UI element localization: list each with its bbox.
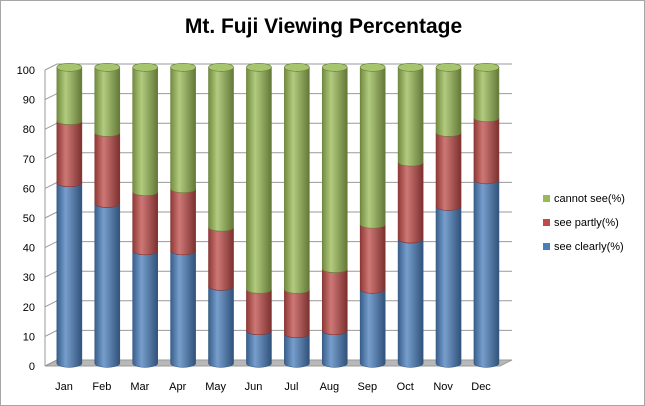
legend-label: cannot see(%) [554,193,625,205]
legend-label: see partly(%) [554,217,619,229]
bar-cap [473,63,500,72]
gridline [44,63,512,71]
bar-segment [132,67,158,196]
y-tick-label: 70 [23,154,35,166]
x-tick-label: Sep [358,381,378,393]
bar-segment [94,132,121,208]
y-tick-label: 10 [23,331,35,343]
bar-cap [56,63,83,72]
legend-swatch [543,243,550,250]
bar-segment [397,161,424,244]
bar-segment [246,330,272,368]
y-tick-label: 20 [23,302,35,314]
bar-cap [246,63,272,72]
x-tick-label: Apr [169,381,186,393]
bar-segment [56,67,83,125]
bar-segment [208,227,234,291]
y-tick-label: 60 [23,183,35,195]
bar-segment [321,67,348,273]
y-tick-label: 50 [23,213,35,225]
x-tick-label: Dec [471,381,491,393]
bar-cap [132,63,158,72]
x-tick-label: Feb [92,381,111,393]
bar-segment [473,117,500,185]
bar-cap [284,63,310,72]
x-tick-label: Aug [320,381,340,393]
bar-segment [359,67,386,229]
bar-segment [359,224,386,294]
x-tick-label: Oct [397,381,414,393]
bar-cap [208,63,234,72]
bar-cap [397,63,424,72]
y-tick-label: 40 [23,243,35,255]
y-tick-label: 0 [29,361,35,373]
x-tick-label: Jun [245,381,263,393]
y-tick-label: 80 [23,124,35,136]
bar-segment [435,67,462,137]
bar-segment [321,268,348,336]
x-tick-label: May [205,381,226,393]
bar-segment [435,132,462,211]
legend-swatch [543,195,550,202]
bar-segment [284,67,310,294]
y-tick-label: 30 [23,272,35,284]
legend-label: see clearly(%) [554,241,624,253]
bar-segment [170,67,196,193]
bar-segment [284,289,310,338]
bar-segment [473,67,500,122]
bar-segment [397,238,424,368]
bar-segment [208,67,234,232]
bar-segment [284,333,310,368]
chart-title: Mt. Fuji Viewing Percentage [184,15,463,38]
legend-swatch [543,219,550,226]
bar-segment [359,289,386,368]
x-tick-label: Nov [433,381,453,393]
x-tick-label: Mar [130,381,149,393]
bar-segment [170,250,196,368]
bar-cap [170,63,196,72]
bar-segment [321,330,348,368]
bar-segment [94,203,121,368]
bar-segment [435,206,462,368]
bar-cap [359,63,386,72]
bar-segment [94,67,121,137]
bar-cap [94,63,121,72]
bar-segment [132,191,158,256]
bar-segment [473,179,500,368]
bar-cap [435,63,462,72]
bar-segment [397,67,424,167]
bar-segment [56,120,83,188]
bar-segment [132,250,158,368]
bar-segment [246,289,272,336]
bar-segment [208,286,234,368]
x-tick-label: Jul [284,381,298,393]
y-tick-label: 90 [23,95,35,107]
x-tick-label: Jan [55,381,73,393]
y-tick-label: 100 [17,65,35,77]
bar-cap [321,63,348,72]
bar-segment [170,188,196,256]
bar-segment [246,67,272,294]
bar-segment [56,182,83,368]
